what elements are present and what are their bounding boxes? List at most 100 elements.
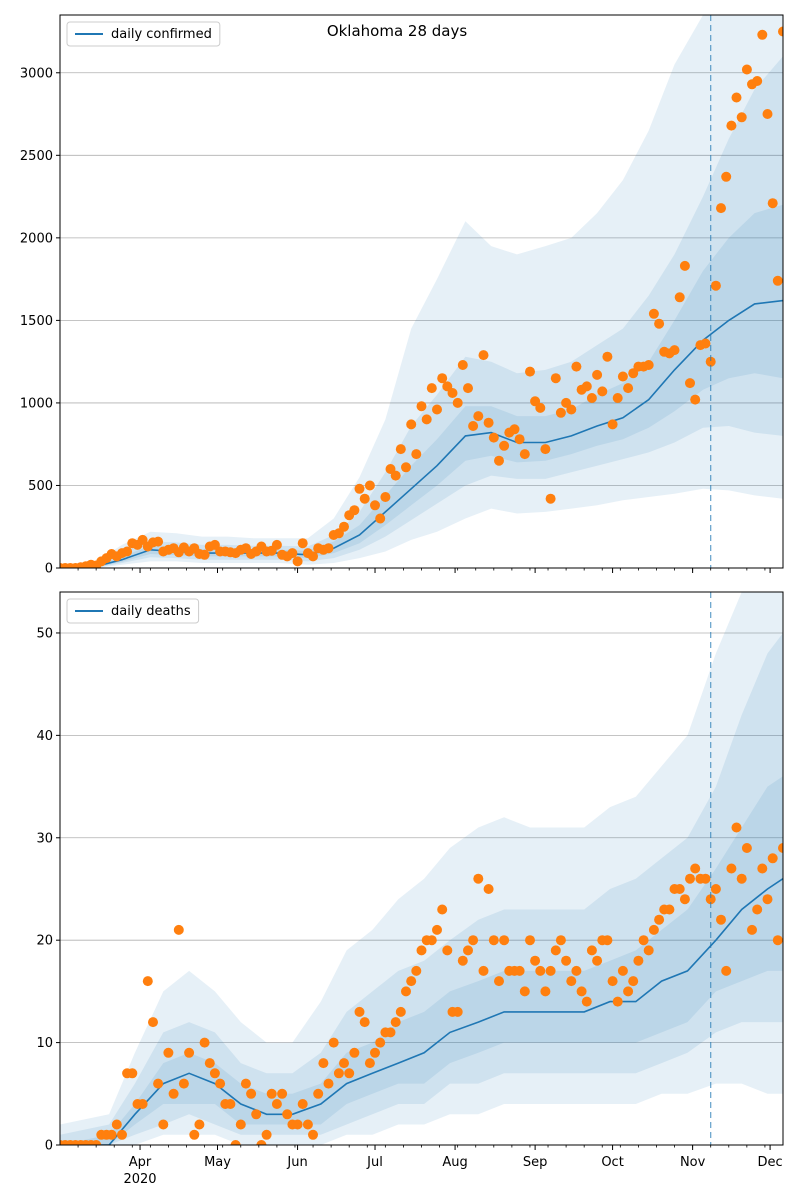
data-point bbox=[535, 965, 546, 976]
data-point bbox=[463, 945, 473, 956]
data-point bbox=[592, 369, 603, 380]
data-point bbox=[111, 1119, 122, 1130]
data-point bbox=[679, 894, 690, 905]
data-point bbox=[700, 873, 711, 884]
data-point bbox=[488, 935, 499, 946]
data-point bbox=[772, 275, 783, 286]
data-point bbox=[519, 986, 530, 997]
uncertainty-band-3 bbox=[60, 204, 783, 568]
data-point bbox=[747, 924, 757, 935]
y-tick-label: 2500 bbox=[20, 149, 53, 164]
data-point bbox=[395, 1006, 406, 1017]
legend-label: daily confirmed bbox=[111, 27, 212, 42]
data-point bbox=[235, 1119, 246, 1130]
data-point bbox=[726, 120, 737, 131]
data-point bbox=[586, 945, 597, 956]
data-point bbox=[91, 1140, 102, 1145]
data-point bbox=[297, 1099, 308, 1109]
data-point bbox=[271, 539, 282, 550]
data-point bbox=[555, 407, 566, 418]
data-point bbox=[225, 1099, 236, 1109]
data-point bbox=[308, 551, 318, 562]
data-point bbox=[633, 955, 644, 966]
data-point bbox=[716, 203, 726, 214]
data-point bbox=[354, 1006, 365, 1017]
data-point bbox=[628, 976, 639, 987]
data-point bbox=[153, 1078, 164, 1089]
data-point bbox=[457, 955, 468, 966]
confirmed-chart-panel: 0 500 1000 1500 2000 2500 3000 Oklahoma 28 day… bbox=[20, 14, 784, 577]
data-point bbox=[752, 904, 763, 915]
data-point bbox=[189, 1129, 200, 1140]
data-point bbox=[313, 1088, 324, 1099]
data-point bbox=[375, 1037, 386, 1048]
data-point bbox=[550, 945, 561, 956]
data-point bbox=[199, 1037, 210, 1048]
data-point bbox=[643, 360, 654, 370]
data-point bbox=[401, 986, 411, 997]
x-year-label: 2020 bbox=[123, 1172, 156, 1187]
data-point bbox=[385, 1027, 396, 1038]
data-point bbox=[483, 417, 494, 428]
data-point bbox=[736, 873, 747, 884]
data-point bbox=[468, 935, 479, 946]
data-point bbox=[416, 401, 427, 412]
data-point bbox=[106, 1129, 117, 1140]
data-point bbox=[416, 945, 427, 956]
series-line bbox=[60, 878, 783, 1145]
data-point bbox=[741, 64, 752, 75]
y-tick-label: 0 bbox=[45, 1139, 53, 1154]
data-point bbox=[478, 965, 489, 976]
data-point bbox=[437, 373, 448, 384]
data-point bbox=[323, 1078, 334, 1089]
data-point bbox=[602, 935, 613, 946]
data-point bbox=[525, 935, 535, 946]
data-point bbox=[117, 1129, 127, 1140]
uncertainty-band-1 bbox=[60, 15, 783, 568]
data-point bbox=[339, 521, 349, 532]
data-point bbox=[571, 361, 582, 372]
data-point bbox=[700, 338, 711, 349]
data-point bbox=[323, 543, 334, 554]
data-point bbox=[612, 393, 623, 403]
data-point bbox=[535, 402, 546, 413]
data-point bbox=[411, 965, 422, 976]
data-point bbox=[643, 945, 654, 956]
data-point bbox=[282, 1109, 293, 1120]
data-point bbox=[705, 894, 716, 905]
data-point bbox=[530, 955, 541, 966]
data-point bbox=[359, 1017, 370, 1028]
data-point bbox=[395, 444, 406, 455]
data-point bbox=[297, 538, 308, 549]
legend-label: daily deaths bbox=[111, 604, 191, 619]
y-tick-label: 50 bbox=[36, 626, 53, 641]
data-point bbox=[251, 1109, 262, 1120]
data-point bbox=[256, 1140, 267, 1145]
data-point bbox=[736, 112, 747, 123]
data-point bbox=[592, 955, 603, 966]
data-point bbox=[230, 1140, 241, 1145]
data-point bbox=[581, 996, 592, 1007]
data-point bbox=[302, 1119, 313, 1130]
data-point bbox=[209, 1068, 220, 1079]
data-point bbox=[679, 260, 690, 271]
data-point bbox=[184, 1047, 195, 1058]
data-point bbox=[468, 421, 479, 431]
data-point bbox=[555, 935, 566, 946]
x-tick-label: Aug bbox=[442, 1155, 467, 1170]
x-tick-label: Apr bbox=[129, 1155, 152, 1170]
data-point bbox=[566, 976, 577, 987]
data-point bbox=[499, 935, 510, 946]
data-point bbox=[178, 1078, 189, 1089]
data-point bbox=[246, 1088, 257, 1099]
data-point bbox=[685, 378, 695, 389]
data-point bbox=[721, 171, 732, 182]
uncertainty-band-2 bbox=[60, 633, 783, 1145]
x-tick-label: Oct bbox=[601, 1155, 623, 1170]
y-tick-label: 0 bbox=[45, 562, 53, 577]
data-point bbox=[757, 863, 768, 874]
data-point bbox=[690, 863, 701, 874]
y-tick-label: 30 bbox=[36, 831, 53, 846]
data-point bbox=[674, 292, 685, 303]
data-point bbox=[514, 965, 525, 976]
